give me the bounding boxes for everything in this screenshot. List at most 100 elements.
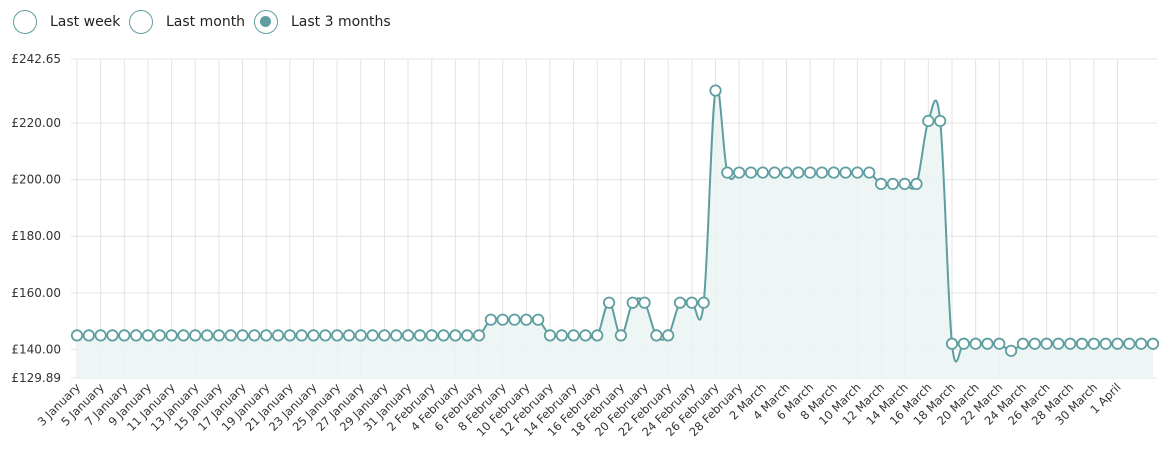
data-point xyxy=(390,329,403,342)
data-point xyxy=(934,114,947,128)
radio-last-3-months[interactable]: Last 3 months xyxy=(254,8,391,36)
data-point xyxy=(993,337,1006,350)
data-point xyxy=(200,329,214,342)
data-point xyxy=(957,337,970,350)
data-point xyxy=(508,313,521,326)
data-point xyxy=(212,329,225,342)
data-point xyxy=(224,329,237,342)
data-point xyxy=(874,177,888,191)
data-point xyxy=(342,329,356,342)
data-point xyxy=(543,329,557,342)
data-point xyxy=(614,329,628,342)
data-point xyxy=(898,177,911,191)
radio-last-week[interactable]: Last week xyxy=(13,8,120,36)
data-point xyxy=(248,329,261,342)
y-axis: £242.65 £220.00 £200.00 £180.00 £160.00 £140.… xyxy=(11,52,61,385)
data-point xyxy=(425,329,438,342)
data-point xyxy=(106,329,119,342)
data-point xyxy=(271,329,285,342)
data-point xyxy=(82,329,95,342)
y-tick-label: £220.00 xyxy=(11,116,61,130)
data-point xyxy=(1064,337,1077,350)
data-point xyxy=(839,166,852,179)
data-point xyxy=(1016,337,1030,350)
data-point xyxy=(780,166,793,179)
data-point xyxy=(283,329,296,342)
y-tick-label: £200.00 xyxy=(11,173,61,187)
data-point xyxy=(744,166,758,179)
data-point xyxy=(1111,337,1124,350)
data-point xyxy=(1040,337,1053,350)
data-point xyxy=(721,166,734,179)
series-line xyxy=(76,85,1153,363)
data-point xyxy=(472,329,486,342)
data-point xyxy=(366,329,379,342)
chart-points xyxy=(70,84,1160,357)
data-point xyxy=(1087,337,1100,350)
data-point xyxy=(449,329,462,342)
radio-last-month[interactable]: Last month xyxy=(129,8,245,36)
radio-last-month-label: Last month xyxy=(166,14,246,30)
data-point xyxy=(662,329,675,342)
area-fill xyxy=(77,86,1153,378)
data-point xyxy=(189,329,202,342)
data-point xyxy=(910,177,923,191)
data-point xyxy=(709,84,722,97)
data-point xyxy=(886,177,899,191)
data-point xyxy=(153,329,166,342)
radio-last-week-circle[interactable] xyxy=(13,10,37,34)
data-point xyxy=(532,313,545,326)
y-tick-label: £242.65 xyxy=(11,52,61,66)
data-point xyxy=(331,329,344,342)
data-point xyxy=(295,329,308,342)
data-point xyxy=(1135,337,1148,350)
data-point xyxy=(1052,337,1065,350)
y-tick-label: £160.00 xyxy=(11,286,61,300)
data-point xyxy=(626,296,639,309)
data-point xyxy=(827,166,840,179)
data-point xyxy=(141,329,155,342)
y-tick-label: £129.89 xyxy=(11,371,61,385)
data-point xyxy=(496,313,509,326)
data-point xyxy=(768,166,781,179)
data-point xyxy=(354,329,367,342)
data-point xyxy=(567,329,580,342)
data-point xyxy=(591,329,604,342)
data-point xyxy=(1123,337,1136,350)
data-point xyxy=(969,337,982,350)
data-point xyxy=(236,329,249,342)
data-point xyxy=(650,329,663,342)
data-point xyxy=(461,329,474,342)
data-point xyxy=(697,296,710,309)
data-point xyxy=(307,329,320,342)
y-tick-label: £180.00 xyxy=(11,229,61,243)
data-point xyxy=(733,166,746,179)
range-selector: Last week Last month Last 3 months xyxy=(0,0,1176,44)
data-point xyxy=(673,296,687,309)
data-point xyxy=(70,329,84,342)
price-history-chart: £242.65 £220.00 £200.00 £180.00 £160.00 £140.… xyxy=(11,52,1160,439)
data-point xyxy=(922,114,935,128)
data-point xyxy=(413,329,427,342)
data-point xyxy=(118,329,131,342)
data-point xyxy=(319,329,332,342)
data-point xyxy=(1005,344,1018,357)
data-point xyxy=(863,166,876,179)
data-point xyxy=(815,166,829,179)
data-point xyxy=(1028,337,1041,350)
data-point xyxy=(579,329,592,342)
data-point xyxy=(638,296,651,309)
radio-last-week-label: Last week xyxy=(50,14,121,30)
data-point xyxy=(260,329,273,342)
data-point xyxy=(177,329,190,342)
data-point xyxy=(756,166,769,179)
data-point xyxy=(94,329,107,342)
radio-last-month-circle[interactable] xyxy=(129,10,153,34)
data-point xyxy=(945,337,959,350)
data-point xyxy=(130,329,143,342)
data-point xyxy=(851,166,864,179)
radio-last-3-months-circle[interactable] xyxy=(254,10,278,34)
data-point xyxy=(165,329,178,342)
data-point xyxy=(1099,337,1112,350)
